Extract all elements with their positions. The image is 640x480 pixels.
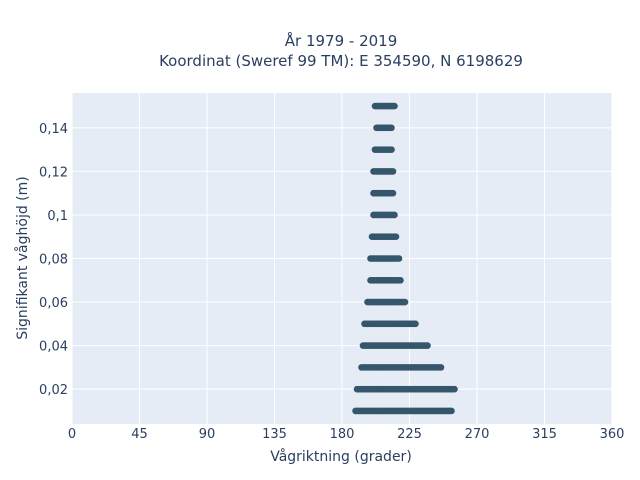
scatter-point bbox=[448, 407, 455, 415]
x-tick-label: 180 bbox=[330, 427, 355, 442]
x-tick-label: 315 bbox=[532, 427, 557, 442]
y-axis-ticks: 0,02 0,04 0,06 0,08 0,1 0,12 0,14 bbox=[39, 122, 68, 398]
x-tick-label: 270 bbox=[465, 427, 490, 442]
scatter-point bbox=[437, 364, 445, 371]
scatter-point bbox=[395, 255, 403, 262]
x-tick-label: 225 bbox=[397, 427, 422, 442]
x-tick-label: 90 bbox=[199, 427, 216, 442]
x-tick-label: 360 bbox=[600, 427, 625, 442]
scatter-points bbox=[352, 102, 458, 415]
scatter-point bbox=[424, 342, 431, 349]
x-tick-label: 135 bbox=[262, 427, 287, 442]
grid bbox=[71, 93, 613, 424]
y-tick-label: 0,14 bbox=[39, 122, 68, 137]
y-tick-label: 0,02 bbox=[39, 383, 68, 398]
scatter-point bbox=[397, 276, 404, 284]
scatter-point bbox=[451, 385, 458, 393]
x-tick-label: 45 bbox=[131, 427, 148, 442]
scatter-point bbox=[401, 298, 409, 306]
x-tick-label: 0 bbox=[68, 427, 76, 442]
y-tick-label: 0,1 bbox=[47, 209, 68, 224]
y-tick-label: 0,08 bbox=[39, 253, 68, 268]
chart-title-line2: Koordinat (Sweref 99 TM): E 354590, N 61… bbox=[159, 52, 523, 70]
scatter-point bbox=[388, 124, 395, 132]
y-tick-label: 0,04 bbox=[39, 340, 68, 355]
x-axis-label: Vågriktning (grader) bbox=[270, 448, 412, 465]
scatter-point bbox=[389, 189, 397, 197]
scatter-point bbox=[391, 102, 398, 110]
scatter-point bbox=[388, 146, 395, 153]
y-tick-label: 0,06 bbox=[39, 296, 68, 311]
x-axis-ticks: 0 45 90 135 180 225 270 315 360 bbox=[68, 427, 625, 442]
y-tick-label: 0,12 bbox=[39, 165, 68, 180]
scatter-point bbox=[392, 233, 400, 241]
scatter-point bbox=[391, 211, 398, 219]
y-axis-label: Signifikant våghöjd (m) bbox=[14, 176, 31, 339]
scatter-point bbox=[389, 168, 397, 175]
scatter-point bbox=[412, 320, 419, 328]
chart-title-line1: År 1979 - 2019 bbox=[285, 31, 398, 50]
